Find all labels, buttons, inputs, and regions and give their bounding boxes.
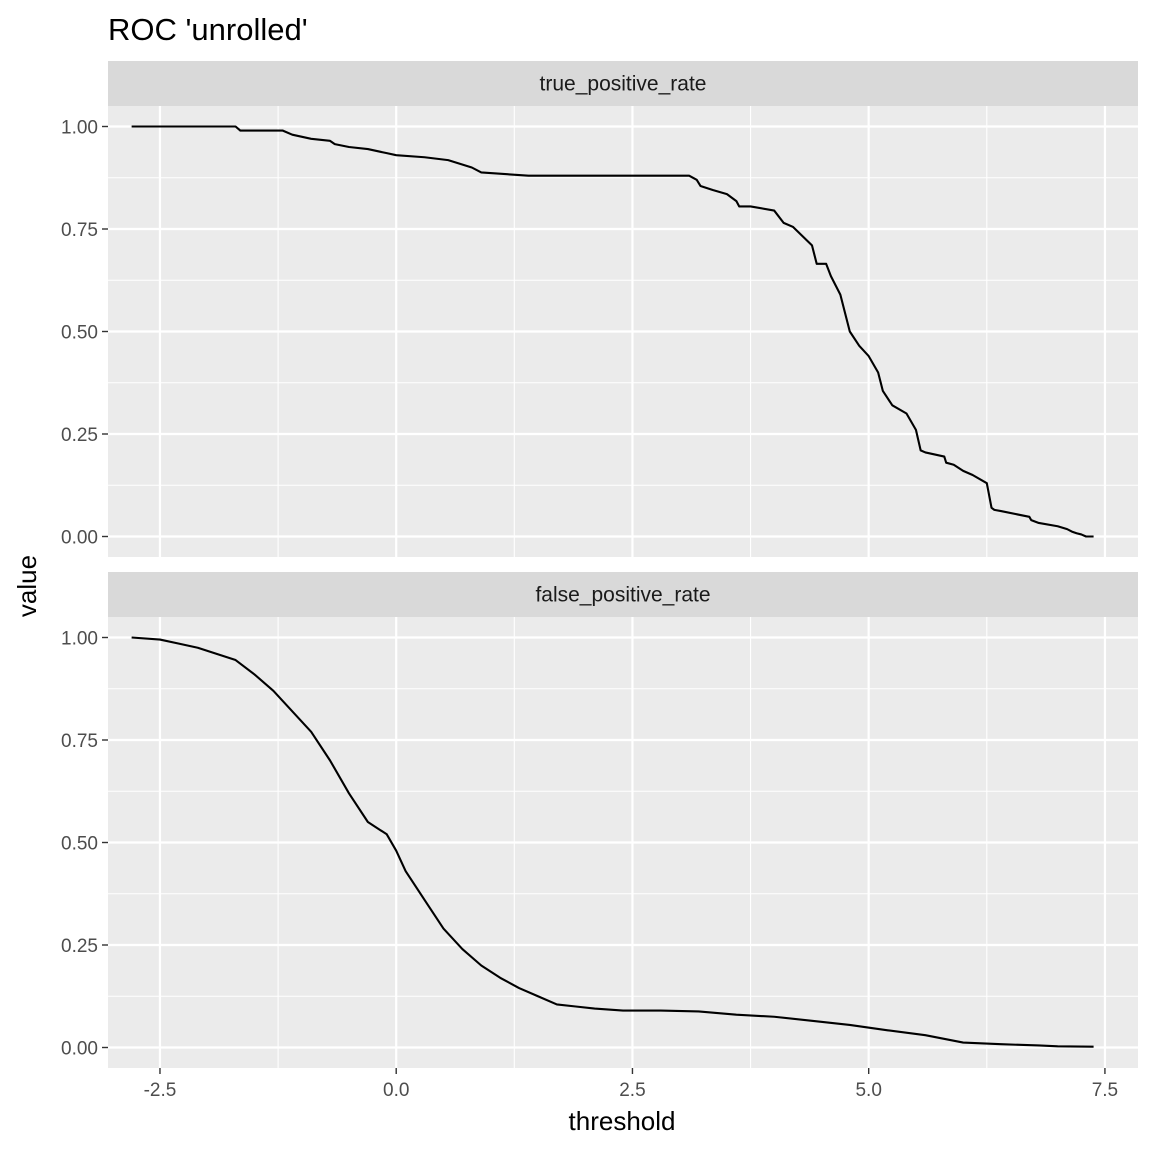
facet-strip xyxy=(108,572,1138,617)
false-positive-rate-line xyxy=(131,636,1094,1048)
facet-strip-label: false_positive_rate xyxy=(535,584,710,607)
y-tick-label: 1.00 xyxy=(61,118,98,139)
y-tick-label: 0.75 xyxy=(61,220,98,241)
y-tick-label: 0.00 xyxy=(61,1039,98,1060)
y-axis-title: value xyxy=(12,555,42,617)
y-tick-label: 0.50 xyxy=(61,323,98,344)
y-tick-label: 0.00 xyxy=(61,528,98,549)
x-tick-label: 0.0 xyxy=(383,1080,409,1101)
y-tick-label: 0.50 xyxy=(61,834,98,855)
x-tick-label: -2.5 xyxy=(144,1080,177,1101)
facet-strip-label: true_positive_rate xyxy=(540,73,707,96)
true-positive-rate-line xyxy=(131,125,1094,538)
x-tick-label: 2.5 xyxy=(619,1080,645,1101)
panel-false-positive-rate: false_positive_rate 0.00 0.25 0.50 0.75 1.00 xyxy=(61,572,1138,1068)
x-tick-label: 7.5 xyxy=(1092,1080,1118,1101)
y-tick-label: 0.25 xyxy=(61,425,98,446)
facet-panels: true_positive_rate0.000.250.500.751.00fa… xyxy=(61,61,1138,1068)
y-tick-label: 0.75 xyxy=(61,731,98,752)
chart-title: ROC 'unrolled' xyxy=(108,12,308,47)
y-tick-label: 0.25 xyxy=(61,936,98,957)
x-tick-label: 5.0 xyxy=(855,1080,881,1101)
facet-strip xyxy=(108,61,1138,106)
panel-true-positive-rate: true_positive_rate 0.00 0.25 0.50 0.75 1.00 xyxy=(61,61,1138,557)
x-axis-ticks: -2.5 0.0 2.5 5.0 7.5 xyxy=(144,1068,1118,1101)
x-axis-title: threshold xyxy=(569,1106,676,1136)
y-tick-label: 1.00 xyxy=(61,629,98,650)
